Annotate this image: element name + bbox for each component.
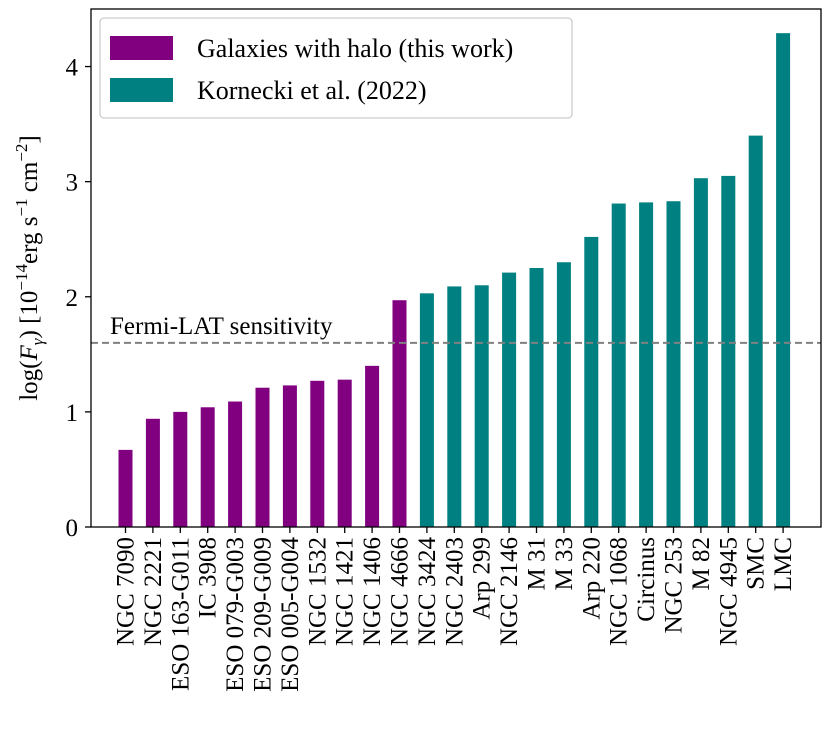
x-tick-label-ngc-2146: NGC 2146 — [496, 537, 523, 646]
x-tick-label-eso-079-g003: ESO 079-G003 — [222, 537, 249, 692]
y-axis-label: log(Fγ) [10−14erg s−1 cm−2] — [12, 135, 47, 401]
x-tick-label-ngc-253: NGC 253 — [661, 537, 688, 634]
bar-ngc-7090 — [118, 449, 133, 527]
x-tick-label-ic-3908: IC 3908 — [195, 537, 222, 618]
bar-eso-209-g009 — [255, 387, 270, 527]
legend-label: Kornecki et al. (2022) — [197, 76, 427, 105]
x-tick-label-ngc-4666: NGC 4666 — [387, 537, 414, 646]
y-label-part-unit2: cm — [16, 161, 43, 198]
y-label-part-close: ) [10 — [16, 291, 43, 339]
x-tick-label-m-31: M 31 — [524, 537, 551, 590]
y-label-part-exp2: −1 — [12, 198, 31, 216]
x-axis: NGC 7090 NGC 2221 ESO 163-G011 IC 3908 ESO 0… — [113, 527, 797, 692]
x-tick-label-arp-220: Arp 220 — [578, 537, 605, 620]
legend: Galaxies with halo (this work) Kornecki e… — [99, 17, 573, 119]
x-tick-label-eso-209-g009: ESO 209-G009 — [250, 537, 277, 692]
bar-eso-079-g003 — [228, 401, 243, 527]
legend-box — [99, 17, 573, 119]
bar-ngc-2221 — [145, 418, 160, 527]
bar-ngc-2403 — [447, 286, 462, 527]
legend-swatch-galaxies-with-halo-this-work — [110, 36, 173, 60]
y-label-part-main: log( — [16, 360, 43, 400]
bar-lmc — [776, 33, 791, 528]
x-tick-label-m-82: M 82 — [688, 537, 715, 590]
bars-group — [118, 33, 791, 528]
bar-ngc-253 — [666, 201, 681, 528]
y-label-part-var-sub: γ — [28, 337, 47, 345]
x-tick-label-ngc-4945: NGC 4945 — [715, 537, 742, 646]
y-label-part-unit1: erg s — [16, 217, 43, 264]
x-tick-label-m-33: M 33 — [551, 537, 578, 590]
plot-frame — [90, 8, 822, 528]
legend-label: Galaxies with halo (this work) — [197, 34, 513, 63]
y-label-part-end: ] — [16, 135, 43, 143]
y-axis: 0 1 2 3 4 — [66, 55, 91, 542]
legend-swatch-kornecki-et-al-2022 — [110, 78, 173, 102]
x-tick-label-ngc-2221: NGC 2221 — [140, 537, 167, 646]
x-tick-label-smc: SMC — [743, 537, 770, 590]
bar-ngc-1406 — [365, 365, 380, 527]
bar-ngc-2146 — [502, 272, 517, 527]
y-tick-label: 2 — [66, 285, 79, 312]
y-tick-label: 3 — [66, 170, 79, 197]
bar-ic-3908 — [200, 407, 215, 527]
bar-eso-005-g004 — [282, 385, 297, 527]
bar-eso-163-g011 — [173, 411, 188, 527]
bar-ngc-1421 — [337, 379, 352, 527]
bar-ngc-4666 — [392, 300, 407, 527]
y-label-part-exp3: −2 — [12, 144, 31, 162]
bar-ngc-3424 — [419, 293, 434, 527]
bar-arp-299 — [474, 285, 489, 527]
x-tick-label-ngc-1421: NGC 1421 — [332, 537, 359, 646]
bar-m-31 — [529, 268, 544, 527]
y-label-part-exp1: −14 — [12, 264, 31, 291]
bar-smc — [748, 135, 763, 527]
bar-m-82 — [693, 178, 708, 527]
x-tick-label-arp-299: Arp 299 — [469, 537, 496, 620]
bar-circinus — [639, 202, 654, 527]
x-tick-label-eso-163-g011: ESO 163-G011 — [167, 537, 194, 691]
fermi-lat-sensitivity-label: Fermi-LAT sensitivity — [110, 313, 333, 340]
bar-ngc-4945 — [721, 175, 736, 527]
y-tick-label: 1 — [66, 400, 79, 427]
bar-ngc-1068 — [611, 203, 626, 528]
bar-arp-220 — [584, 236, 599, 528]
x-tick-label-ngc-1068: NGC 1068 — [606, 537, 633, 646]
y-label-part-var: F — [16, 344, 43, 361]
y-tick-label: 0 — [66, 515, 79, 542]
x-tick-label-ngc-2403: NGC 2403 — [441, 537, 468, 646]
x-tick-label-ngc-7090: NGC 7090 — [113, 537, 140, 646]
x-tick-label-ngc-1406: NGC 1406 — [359, 537, 386, 646]
x-tick-label-eso-005-g004: ESO 005-G004 — [277, 537, 304, 692]
bar-m-33 — [556, 262, 571, 527]
bar-ngc-1532 — [310, 380, 325, 527]
y-tick-label: 4 — [66, 55, 79, 82]
x-tick-label-ngc-3424: NGC 3424 — [414, 537, 441, 647]
x-tick-label-lmc: LMC — [770, 537, 797, 591]
x-tick-label-ngc-1532: NGC 1532 — [304, 537, 331, 646]
x-tick-label-circinus: Circinus — [633, 537, 660, 622]
